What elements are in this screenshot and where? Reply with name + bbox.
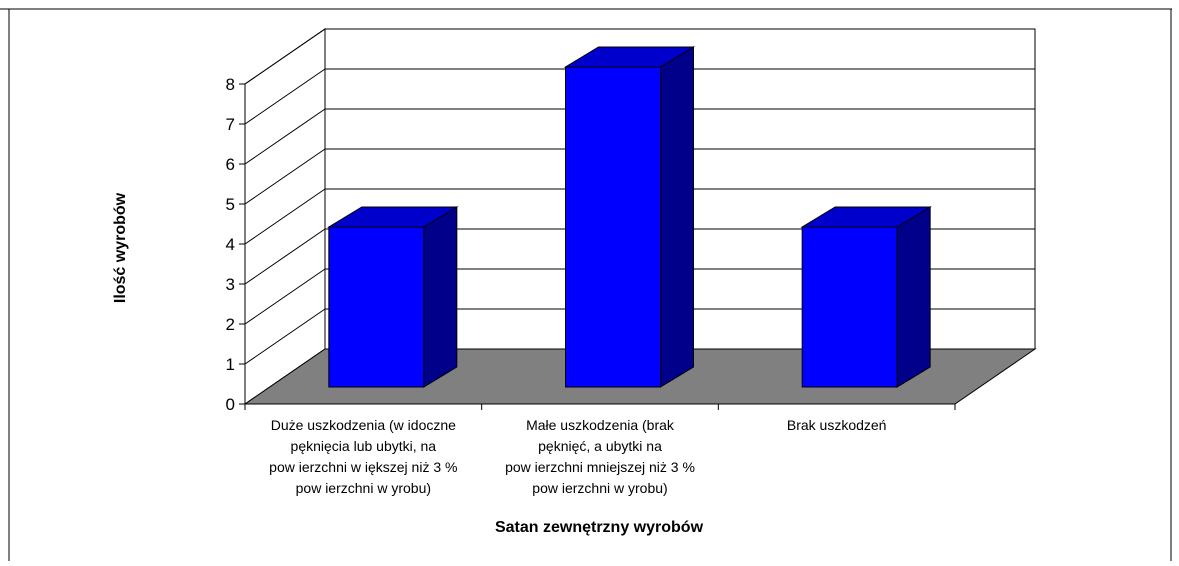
bar-side xyxy=(423,206,458,388)
y-tick-label: 8 xyxy=(226,75,235,94)
bars xyxy=(327,46,932,388)
bar-front xyxy=(328,226,425,388)
y-tick-label: 0 xyxy=(226,395,235,414)
bar-front xyxy=(565,66,661,388)
gridline-side xyxy=(244,148,326,205)
y-tick-labels: 0 1 2 3 4 5 6 7 8 xyxy=(226,75,235,414)
bar-side xyxy=(660,46,694,388)
gridline-side xyxy=(244,308,326,365)
gridline-side xyxy=(244,28,326,85)
bar xyxy=(563,46,696,388)
y-tick-label: 6 xyxy=(226,155,235,174)
gridline-side xyxy=(244,228,326,285)
y-tick-label: 7 xyxy=(226,115,235,134)
x-axis-title: Satan zewnętrzny wyrobów xyxy=(495,519,704,536)
gridline-side xyxy=(244,68,326,125)
y-tick-label: 5 xyxy=(226,195,235,214)
y-axis-title: Ilość wyrobów xyxy=(112,192,129,303)
x-tick-label: Brak uszkodzeń xyxy=(787,417,887,433)
y-tick-label: 4 xyxy=(226,235,235,254)
x-tick-label: Duże uszkodzenia (w idoczne pęknięcia lub… xyxy=(269,417,457,496)
bar-side xyxy=(896,206,931,388)
y-tick-label: 1 xyxy=(226,355,235,374)
gridline-side xyxy=(244,188,326,245)
x-tick-label: Małe uszkodzenia (brak pęknięć, a ubytki … xyxy=(505,417,695,496)
bar-front xyxy=(801,226,898,388)
y-tick-label: 2 xyxy=(226,315,235,334)
bar xyxy=(800,206,932,388)
bar xyxy=(327,206,459,388)
chart-axes xyxy=(239,83,956,410)
x-tick-labels: Duże uszkodzenia (w idoczne pęknięcia lub… xyxy=(269,417,886,496)
gridline-side xyxy=(244,268,326,325)
gridline-side xyxy=(244,108,326,165)
y-tick-label: 3 xyxy=(226,275,235,294)
